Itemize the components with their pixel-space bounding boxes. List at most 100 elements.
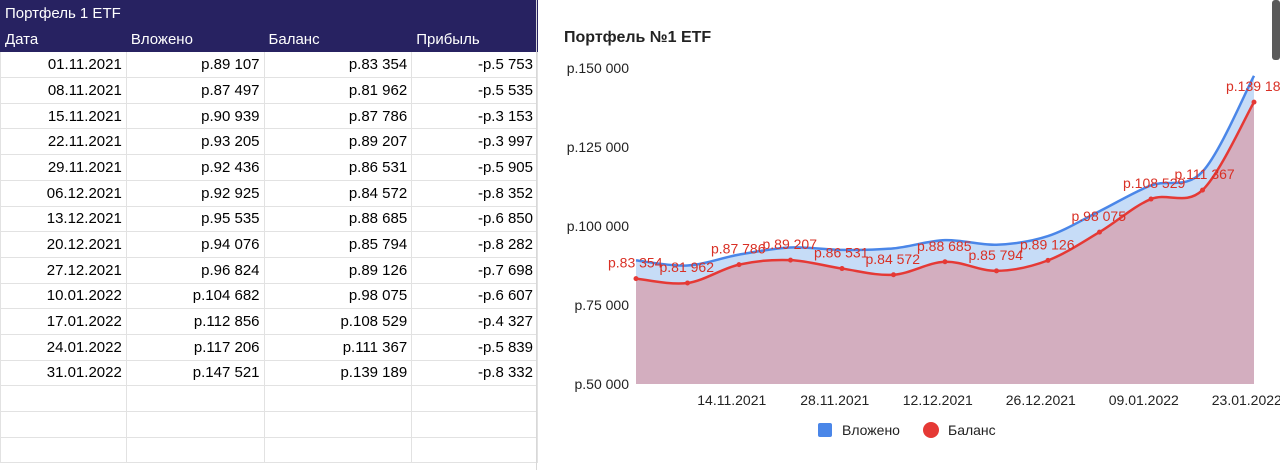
y-tick-label: р.50 000 <box>575 376 630 392</box>
cell-profit[interactable]: -р.8 332 <box>411 359 538 387</box>
empty-row[interactable] <box>0 411 538 438</box>
cell-invested[interactable]: р.104 682 <box>125 282 265 310</box>
cell-date[interactable]: 24.01.2022 <box>0 333 127 361</box>
data-label: р.111 367 <box>1175 166 1235 182</box>
cell-profit[interactable]: -р.6 607 <box>411 282 538 310</box>
table-row[interactable]: 29.11.2021 р.92 436 р.86 531 -р.5 905 <box>0 154 538 181</box>
empty-cell[interactable] <box>263 385 413 412</box>
cell-balance[interactable]: р.89 207 <box>263 128 413 156</box>
empty-cell[interactable] <box>125 411 265 438</box>
header-date[interactable]: Дата <box>0 25 127 53</box>
empty-cell[interactable] <box>263 436 413 464</box>
cell-date[interactable]: 08.11.2021 <box>0 77 127 104</box>
table-title[interactable]: Портфель 1 ETF <box>0 0 538 27</box>
cell-balance[interactable]: р.83 354 <box>263 51 413 79</box>
cell-date[interactable]: 06.12.2021 <box>0 179 127 207</box>
empty-cell[interactable] <box>411 411 538 438</box>
data-label: р.87 786 <box>711 241 766 257</box>
table-row[interactable]: 15.11.2021 р.90 939 р.87 786 -р.3 153 <box>0 102 538 130</box>
cell-invested[interactable]: р.87 497 <box>125 77 265 104</box>
empty-cell[interactable] <box>263 411 413 438</box>
data-table: Портфель 1 ETF Дата Вложено Баланс Прибы… <box>0 0 538 464</box>
cell-invested[interactable]: р.96 824 <box>125 256 265 284</box>
chart-panel[interactable]: Портфель №1 ETF р.50 000 р.75 000 р.100 00… <box>538 0 1280 470</box>
header-balance[interactable]: Баланс <box>263 25 413 53</box>
cell-date[interactable]: 13.12.2021 <box>0 205 127 233</box>
scrollbar[interactable] <box>1272 0 1280 60</box>
x-tick-label: 09.01.2022 <box>1109 392 1179 408</box>
cell-profit[interactable]: -р.8 282 <box>411 231 538 258</box>
header-invested[interactable]: Вложено <box>125 25 265 53</box>
cell-profit[interactable]: -р.5 839 <box>411 333 538 361</box>
cell-balance[interactable]: р.84 572 <box>263 179 413 207</box>
area-balance <box>636 102 1254 385</box>
cell-balance[interactable]: р.111 367 <box>263 333 413 361</box>
empty-cell[interactable] <box>0 411 127 438</box>
cell-date[interactable]: 01.11.2021 <box>0 51 127 79</box>
cell-balance[interactable]: р.81 962 <box>263 77 413 104</box>
cell-invested[interactable]: р.90 939 <box>125 102 265 130</box>
cell-invested[interactable]: р.92 925 <box>125 179 265 207</box>
empty-cell[interactable] <box>411 385 538 412</box>
cell-profit[interactable]: -р.5 753 <box>411 51 538 79</box>
empty-row[interactable] <box>0 385 538 412</box>
balance-point <box>788 257 793 263</box>
cell-balance[interactable]: р.139 189 <box>263 359 413 387</box>
table-row[interactable]: 27.12.2021 р.96 824 р.89 126 -р.7 698 <box>0 256 538 284</box>
cell-invested[interactable]: р.92 436 <box>125 154 265 181</box>
cell-invested[interactable]: р.95 535 <box>125 205 265 233</box>
empty-cell[interactable] <box>0 436 127 464</box>
empty-cell[interactable] <box>411 436 538 464</box>
cell-balance[interactable]: р.86 531 <box>263 154 413 181</box>
cell-date[interactable]: 15.11.2021 <box>0 102 127 130</box>
cell-date[interactable]: 22.11.2021 <box>0 128 127 156</box>
x-tick-label: 14.11.2021 <box>697 392 766 408</box>
cell-balance[interactable]: р.87 786 <box>263 102 413 130</box>
cell-balance[interactable]: р.89 126 <box>263 256 413 284</box>
cell-invested[interactable]: р.94 076 <box>125 231 265 258</box>
table-row[interactable]: 20.12.2021 р.94 076 р.85 794 -р.8 282 <box>0 231 538 258</box>
table-row[interactable]: 01.11.2021 р.89 107 р.83 354 -р.5 753 <box>0 51 538 79</box>
data-label: р.88 685 <box>917 238 972 254</box>
empty-cell[interactable] <box>0 385 127 412</box>
empty-cell[interactable] <box>125 436 265 464</box>
y-tick-label: р.150 000 <box>567 60 629 76</box>
cell-date[interactable]: 10.01.2022 <box>0 282 127 310</box>
cell-date[interactable]: 20.12.2021 <box>0 231 127 258</box>
legend-invested-swatch <box>818 423 832 437</box>
cell-balance[interactable]: р.108 529 <box>263 308 413 335</box>
cell-profit[interactable]: -р.4 327 <box>411 308 538 335</box>
cell-profit[interactable]: -р.7 698 <box>411 256 538 284</box>
header-profit[interactable]: Прибыль <box>411 25 538 53</box>
cell-date[interactable]: 29.11.2021 <box>0 154 127 181</box>
cell-profit[interactable]: -р.3 997 <box>411 128 538 156</box>
cell-profit[interactable]: -р.5 535 <box>411 77 538 104</box>
cell-balance[interactable]: р.88 685 <box>263 205 413 233</box>
table-row[interactable]: 13.12.2021 р.95 535 р.88 685 -р.6 850 <box>0 205 538 233</box>
cell-profit[interactable]: -р.3 153 <box>411 102 538 130</box>
table-row[interactable]: 31.01.2022 р.147 521 р.139 189 -р.8 332 <box>0 359 538 387</box>
balance-point <box>1097 229 1102 235</box>
cell-date[interactable]: 17.01.2022 <box>0 308 127 335</box>
cell-invested[interactable]: р.112 856 <box>125 308 265 335</box>
cell-date[interactable]: 31.01.2022 <box>0 359 127 387</box>
cell-profit[interactable]: -р.5 905 <box>411 154 538 181</box>
table-row[interactable]: 24.01.2022 р.117 206 р.111 367 -р.5 839 <box>0 333 538 361</box>
empty-cell[interactable] <box>125 385 265 412</box>
cell-invested[interactable]: р.93 205 <box>125 128 265 156</box>
table-row[interactable]: 06.12.2021 р.92 925 р.84 572 -р.8 352 <box>0 179 538 207</box>
cell-profit[interactable]: -р.8 352 <box>411 179 538 207</box>
cell-invested[interactable]: р.147 521 <box>125 359 265 387</box>
cell-date[interactable]: 27.12.2021 <box>0 256 127 284</box>
table-row[interactable]: 22.11.2021 р.93 205 р.89 207 -р.3 997 <box>0 128 538 156</box>
cell-balance[interactable]: р.98 075 <box>263 282 413 310</box>
table-row[interactable]: 08.11.2021 р.87 497 р.81 962 -р.5 535 <box>0 77 538 104</box>
empty-row[interactable] <box>0 436 538 464</box>
table-row[interactable]: 17.01.2022 р.112 856 р.108 529 -р.4 327 <box>0 308 538 335</box>
cell-invested[interactable]: р.89 107 <box>125 51 265 79</box>
balance-point <box>1148 196 1154 202</box>
cell-invested[interactable]: р.117 206 <box>125 333 265 361</box>
cell-balance[interactable]: р.85 794 <box>263 231 413 258</box>
table-row[interactable]: 10.01.2022 р.104 682 р.98 075 -р.6 607 <box>0 282 538 310</box>
cell-profit[interactable]: -р.6 850 <box>411 205 538 233</box>
